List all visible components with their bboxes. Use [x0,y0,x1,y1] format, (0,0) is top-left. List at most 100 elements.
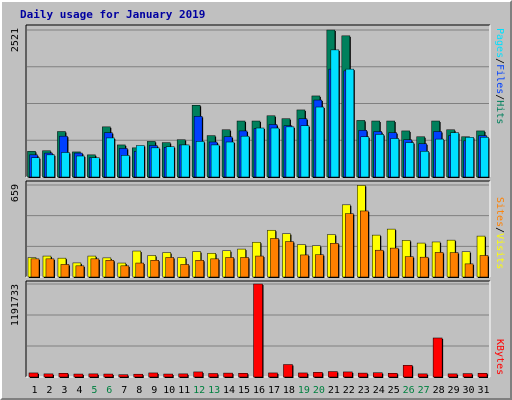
legend-entry: Hits [494,100,505,124]
pages-bar [32,158,40,177]
sites-bar [121,266,129,277]
day-tick-label: 21 [328,385,340,396]
visits-y-max-label: 659 [10,184,21,202]
pages-bar [181,145,189,177]
kbytes-bar [89,374,98,377]
kbytes-bar [194,372,203,377]
pages-bar [361,137,369,177]
legend-entry: KBytes [494,339,505,375]
kbytes-bar [478,373,487,377]
pages-bar [241,136,249,177]
sites-bar [420,257,428,277]
pages-bar [286,127,294,177]
sites-bar [315,255,323,277]
pages-bar [226,142,234,177]
kbytes-bar [119,375,128,377]
sites-bar [31,259,39,277]
kbytes-bar [328,372,337,377]
pages-bar [271,128,279,177]
pages-bar [331,50,339,177]
sites-bar [61,264,69,277]
kbytes-bar [343,372,352,377]
kbytes-legend: KBytes [494,339,505,375]
pages-bar [421,151,429,177]
sites-bar [465,264,473,277]
sites-bar [181,264,189,277]
sites-bar [270,238,278,277]
legend-entry: Files [494,64,505,94]
day-tick-label: 31 [477,385,489,396]
sites-bar [211,259,219,277]
day-tick-label: 22 [343,385,355,396]
sites-bar [435,252,443,277]
pages-bar [346,69,354,177]
sites-bar [330,243,338,277]
sites-bar [480,256,488,277]
day-tick-label: 24 [373,385,385,396]
kbytes-bar [373,373,382,377]
day-tick-label: 11 [178,385,190,396]
kbytes-bar [164,374,173,377]
hits-legend: Pages/Files/Hits [494,28,505,124]
kbytes-bar [358,373,367,377]
visits-legend: Sites/Visits [494,197,505,269]
pages-bar [436,139,444,177]
day-tick-label: 23 [358,385,370,396]
kbytes-bar [224,373,233,377]
kbytes-bar [239,373,248,377]
day-tick-label: 18 [283,385,295,396]
sites-bar [300,255,308,277]
day-tick-label: 19 [298,385,310,396]
pages-bar [121,155,129,177]
pages-bar [406,143,414,177]
day-tick-label: 20 [313,385,325,396]
kbytes-bar [448,374,457,377]
kbytes-bar [268,373,277,377]
sites-bar [106,260,114,277]
sites-bar [241,257,249,277]
day-tick-label: 28 [433,385,445,396]
pages-bar [106,138,114,177]
pages-bar [451,133,459,177]
kbytes-bar [104,374,113,377]
pages-bar [211,145,219,177]
kbytes-bar [44,374,53,377]
day-tick-label: 30 [463,385,475,396]
pages-bar [91,158,99,177]
day-tick-label: 5 [91,385,97,396]
day-tick-label: 2 [46,385,52,396]
pages-bar [376,134,384,177]
pages-bar [151,148,159,177]
sites-bar [151,260,159,277]
day-tick-label: 9 [151,385,157,396]
kbytes-bar [403,365,412,377]
kbytes-bar [298,373,307,377]
sites-bar [76,266,84,277]
pages-bar [391,139,399,177]
day-tick-label: 17 [268,385,280,396]
sites-bar [390,248,398,277]
kbytes-bar [388,373,397,377]
day-tick-label: 4 [76,385,82,396]
kbytes-y-max-label: 1191733 [10,284,21,326]
sites-bar [345,214,353,277]
pages-bar [256,128,264,177]
pages-bar [481,137,489,177]
day-tick-label: 13 [208,385,220,396]
kbytes-bar [209,373,218,377]
day-tick-label: 27 [418,385,430,396]
day-tick-label: 7 [121,385,127,396]
sites-bar [256,256,264,277]
sites-bar [405,257,413,277]
sites-bar [375,250,383,277]
kbytes-bar [254,284,263,377]
day-tick-label: 8 [136,385,142,396]
day-tick-label: 25 [388,385,400,396]
day-tick-label: 12 [193,385,205,396]
kbytes-bar [59,373,68,377]
day-tick-label: 14 [223,385,235,396]
kbytes-bar [418,374,427,377]
kbytes-bar [283,365,292,377]
day-tick-label: 16 [253,385,265,396]
